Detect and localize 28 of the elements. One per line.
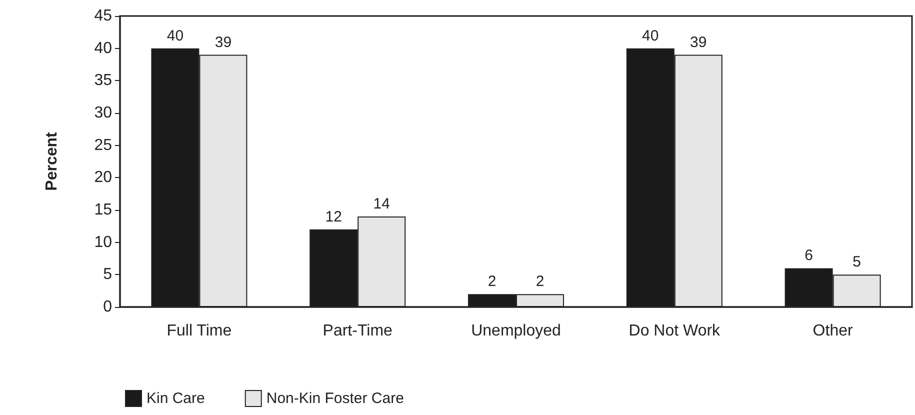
y-tick-label: 25	[94, 136, 112, 154]
y-tick-label: 30	[94, 104, 112, 122]
data-label: 39	[214, 34, 232, 51]
y-tick-label: 0	[103, 298, 112, 316]
y-tick-label: 45	[94, 8, 112, 24]
data-label: 39	[690, 34, 707, 51]
data-label: 2	[488, 273, 496, 290]
data-label: 5	[852, 254, 861, 271]
x-tick-label: Unemployed	[471, 322, 561, 340]
y-tick-label: 10	[94, 234, 112, 251]
data-label: 2	[536, 273, 544, 290]
legend-label: Kin Care	[146, 390, 205, 407]
data-label: 40	[166, 27, 184, 44]
x-tick-label: Other	[812, 322, 854, 340]
data-label: 6	[804, 247, 813, 264]
y-tick-label: 5	[103, 266, 112, 284]
x-tick-label: Part-Time	[322, 322, 393, 340]
x-tick-label: Do Not Work	[628, 322, 722, 340]
y-tick-label: 40	[94, 40, 112, 57]
x-tick-label: Full Time	[166, 322, 232, 340]
data-label: 12	[325, 208, 342, 226]
y-tick-label: 35	[94, 72, 112, 90]
data-label: 14	[373, 195, 390, 212]
data-label: 40	[642, 27, 659, 44]
legend-label: Non-Kin Foster Care	[266, 390, 404, 407]
y-axis-title: Percent	[44, 131, 60, 191]
y-tick-label: 15	[94, 202, 112, 218]
y-tick-label: 20	[94, 169, 112, 186]
